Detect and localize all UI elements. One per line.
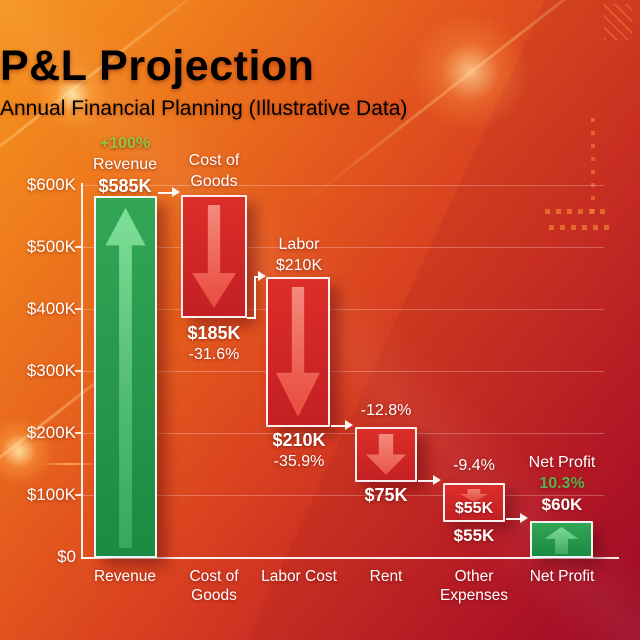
labor-label-group: Labor $210K [262,234,336,276]
page-subtitle: Annual Financial Planning (Illustrative … [0,97,408,120]
y-axis-tick-label: $200K [26,423,76,442]
gridline [83,433,604,434]
labor-cost-bar [266,277,330,427]
connector-line [254,276,256,319]
revenue-value-label: $585K [98,176,152,196]
x-axis-label-cost-of-goods: Cost of Goods [189,568,239,604]
x-axis-label-rent: Rent [369,568,403,585]
y-axis-line [81,183,83,559]
gridline [83,495,604,496]
x-axis-label-revenue: Revenue [93,568,157,585]
net-profit-value-label: $60K [541,495,583,514]
revenue-bar [94,196,157,558]
net-profit-percent-label: 10.3% [539,475,585,492]
y-axis-tick-label: $600K [26,175,76,194]
circuit-dots-decoration [545,209,607,214]
y-axis-tick [75,494,82,496]
y-axis-tick [75,246,82,248]
revenue-percent-label: +100% [99,135,151,152]
other-expenses-value-label: $55K [453,526,495,545]
rent-percent-label: -12.8% [360,402,412,419]
x-axis-label-net-profit: Net Profit [529,568,595,585]
lens-flare [410,12,530,132]
y-axis-tick-label: $400K [26,299,76,318]
connector-arrow-icon [433,475,441,485]
labor-percent-label: -35.9% [273,453,325,470]
circuit-dots-decoration [549,225,611,230]
arrow-down-icon [192,205,236,308]
arrow-up-icon [105,208,146,548]
x-axis-label-labor-cost: Labor Cost [261,568,337,585]
y-axis-tick-label: $500K [26,237,76,256]
other-expenses-bar: $55K [443,483,505,522]
connector-line [254,276,260,278]
cost-of-goods-percent-label: -31.6% [188,346,240,363]
connector-line [506,518,521,520]
revenue-name-label: Revenue [92,156,158,173]
other-expenses-inside-value: $55K [454,500,494,517]
connector-line [418,480,434,482]
lens-flare [0,416,54,486]
connector-arrow-icon [345,420,353,430]
arrow-down-icon [276,287,320,417]
other-expenses-percent-label: -9.4% [453,457,495,474]
cost-of-goods-value-label: $185K [187,323,241,343]
labor-result-group: $210K -35.9% [262,429,336,472]
labor-top-value-label: $210K [275,257,323,274]
x-axis-line [81,557,619,559]
arrow-down-icon [366,434,406,475]
connector-line [158,192,174,194]
y-axis-tick-label: $300K [26,361,76,380]
circuit-dots-decoration [591,118,595,214]
y-axis-tick-label: $100K [26,485,76,504]
y-axis-tick [75,308,82,310]
cost-of-goods-result-group: $185K -31.6% [172,322,256,365]
gridline [83,185,604,186]
gridline [83,247,604,248]
y-axis-tick-label: $0 [57,547,76,566]
x-axis-label-other-expenses: Other Expenses [439,568,509,604]
rent-value-label: $75K [364,485,408,505]
y-axis-tick [75,370,82,372]
lens-flare [38,60,108,130]
rent-bar [355,427,417,482]
connector-arrow-icon [520,513,528,523]
revenue-label-group: +100% Revenue $585K [70,133,180,197]
gridline [83,371,604,372]
labor-name-label: Labor [278,236,320,253]
connector-arrow-icon [172,187,180,197]
connector-line [331,425,346,427]
labor-value-label: $210K [272,430,326,450]
page-title: P&L Projection [0,42,315,90]
hatch-decoration [604,4,632,40]
net-profit-bar [530,521,593,558]
connector-line [247,317,256,319]
cost-of-goods-name-label: Cost of Goods [188,152,240,190]
connector-arrow-icon [258,271,266,281]
cost-of-goods-bar [181,195,247,318]
arrow-up-icon [544,527,579,554]
net-profit-label-group: Net Profit 10.3% $60K [519,452,605,516]
y-axis-tick [75,432,82,434]
net-profit-name-label: Net Profit [528,454,596,471]
light-streak [40,463,100,465]
gridline [83,309,604,310]
